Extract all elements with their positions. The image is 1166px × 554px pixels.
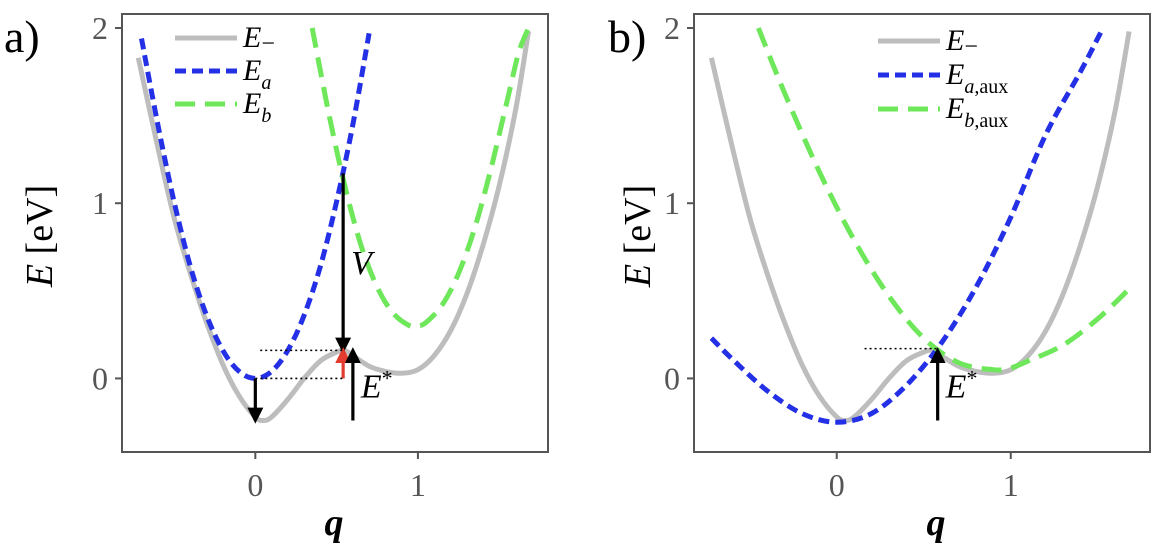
panel-b-ylabel-var: E (617, 264, 659, 288)
panel-label-a: a) (4, 11, 40, 62)
panel-a-ytick-label-2: 2 (92, 10, 108, 46)
panel-b-ytick-label-2: 2 (664, 10, 680, 46)
panel-b-legend-label-2: Eb,aux (945, 92, 1008, 132)
panel-a-ylabel-var: E (19, 264, 61, 288)
panel-b-arrow-label-0: E* (945, 365, 978, 405)
panel-a-xtick-label-0: 0 (247, 467, 263, 503)
panel-b-ticks: 0 1 0 1 2 (664, 10, 1019, 503)
panel-a-ytick-label-1: 1 (92, 185, 108, 221)
panel-b-legend-label-0: E− (945, 24, 978, 60)
panel-a-series (135, 27, 531, 424)
panel-a-arrow-label-3: E* (360, 365, 393, 405)
panel-a-legend-label-0: E− (242, 21, 275, 57)
panel-b-ylabel: E [eV] (617, 185, 659, 288)
panel-b-plot: E* 0 1 0 1 2 (664, 10, 1151, 503)
panel-a-ylabel-unit: [eV] (19, 185, 61, 264)
panel-b-series-0 (708, 31, 1132, 424)
panel-b-ytick-label-1: 1 (664, 185, 680, 221)
panel-b-xlabel: q (927, 502, 946, 544)
panel-a-xlabel: q (325, 502, 344, 544)
panel-b-frame (693, 13, 1151, 453)
panel-a-xtick-label-1: 1 (410, 467, 426, 503)
panel-b-series-1 (709, 26, 1106, 425)
panel-b-ytick-label-0: 0 (664, 360, 680, 396)
panel-a-ylabel: E [eV] (19, 185, 61, 288)
panel-a-annotations: VE* (247, 173, 393, 424)
panel-b-series (708, 26, 1132, 425)
panel-a-ticks: 0 1 0 1 2 (92, 10, 426, 503)
panel-b-xtick-label-0: 0 (829, 467, 845, 503)
panel-a-series-1 (139, 32, 372, 381)
panel-a-plot: VE* 0 1 0 1 2 (92, 10, 549, 503)
panel-a-series-2 (309, 27, 531, 330)
panel-b-xtick-label-1: 1 (1003, 467, 1019, 503)
panel-a-frame (121, 13, 549, 453)
panel-b-ylabel-unit: [eV] (617, 185, 659, 264)
panel-label-b: b) (608, 11, 646, 62)
panel-a-ytick-label-0: 0 (92, 360, 108, 396)
